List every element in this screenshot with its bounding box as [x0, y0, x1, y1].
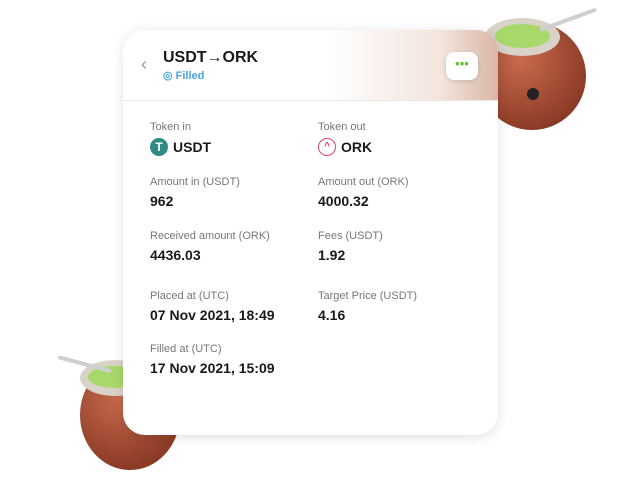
page-title: USDT→ORK: [163, 49, 259, 66]
check-circle-icon: ◎: [163, 70, 176, 82]
more-button[interactable]: •••: [446, 52, 478, 80]
field-amount-in: Amount in (USDT) 962: [150, 176, 240, 209]
field-token-in: Token in T USDT: [150, 121, 212, 156]
status-badge: ◎ Filled: [163, 70, 205, 82]
order-card: ‹ USDT→ORK ◎ Filled ••• Token in T USDT To…: [123, 30, 498, 435]
field-placed-at: Placed at (UTC) 07 Nov 2021, 18:49: [150, 290, 275, 323]
field-filled-at: Filled at (UTC) 17 Nov 2021, 15:09: [150, 343, 275, 376]
ork-icon: ^: [318, 138, 336, 156]
field-received-amount: Received amount (ORK) 4436.03: [150, 230, 270, 263]
chevron-left-icon[interactable]: ‹: [141, 54, 147, 74]
field-target-price: Target Price (USDT) 4.16: [318, 290, 418, 323]
more-icon: •••: [455, 56, 469, 71]
field-token-out: Token out ^ ORK: [318, 121, 373, 156]
field-amount-out: Amount out (ORK) 4000.32: [318, 176, 409, 209]
order-header: ‹ USDT→ORK ◎ Filled •••: [123, 30, 498, 101]
tether-icon: T: [150, 138, 168, 156]
field-fees: Fees (USDT) 1.92: [318, 230, 383, 263]
